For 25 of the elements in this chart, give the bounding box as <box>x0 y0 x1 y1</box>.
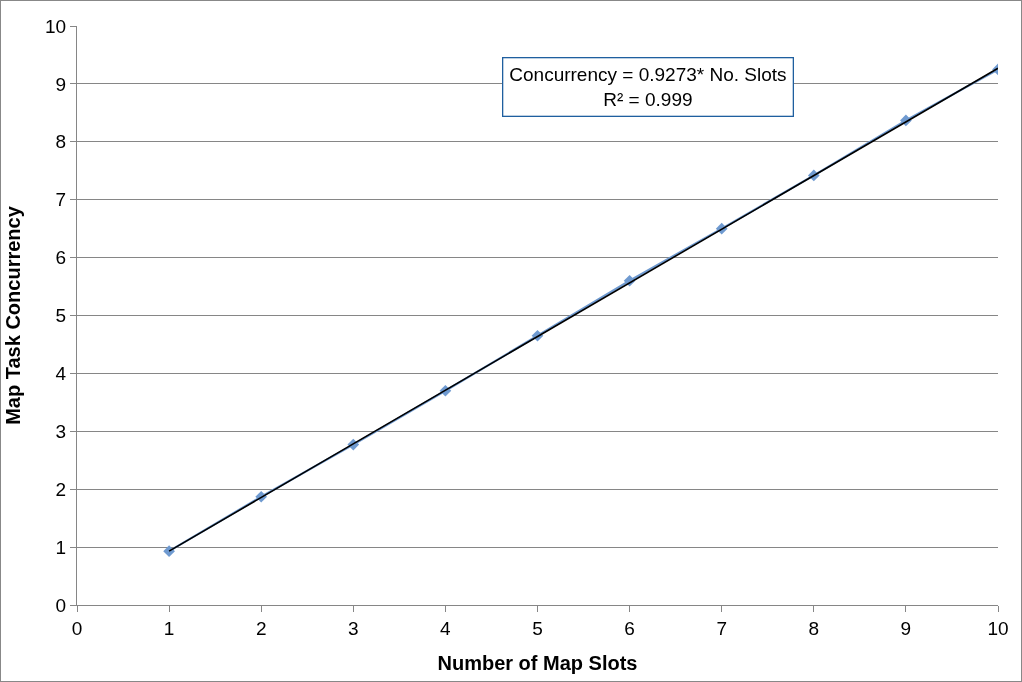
x-tick-label: 5 <box>532 617 543 639</box>
annotation: Concurrency = 0.9273* No. Slots R² = 0.999 <box>509 64 787 110</box>
x-tick-label: 3 <box>348 617 359 639</box>
y-tick-label: 2 <box>55 478 67 500</box>
y-tick-label: 9 <box>55 73 67 95</box>
y-tick-label: 10 <box>44 15 67 37</box>
x-tick-label: 0 <box>71 617 83 639</box>
x-tick-label: 2 <box>255 617 267 639</box>
x-tick-label: 1 <box>163 617 175 639</box>
x-tick-label: 6 <box>624 617 635 639</box>
y-tick-label: 0 <box>55 594 67 616</box>
y-tick-label: 5 <box>55 305 67 327</box>
x-tick-label: 7 <box>716 617 727 639</box>
y-axis-title: Map Task Concurrency <box>2 205 25 425</box>
x-tick-label: 4 <box>440 617 452 639</box>
y-tick-label: 7 <box>55 189 67 211</box>
x-tick-label: 8 <box>808 617 820 639</box>
y-tick-label: 4 <box>55 363 67 385</box>
x-tick-label: 10 <box>987 617 1009 639</box>
x-tick-label: 9 <box>900 617 912 639</box>
y-tick-label: 8 <box>55 131 67 153</box>
y-tick-label: 1 <box>55 536 67 558</box>
y-tick-label: 3 <box>55 420 67 442</box>
x-axis-title: Number of Map Slots <box>437 652 638 675</box>
y-tick-label: 6 <box>55 247 67 269</box>
